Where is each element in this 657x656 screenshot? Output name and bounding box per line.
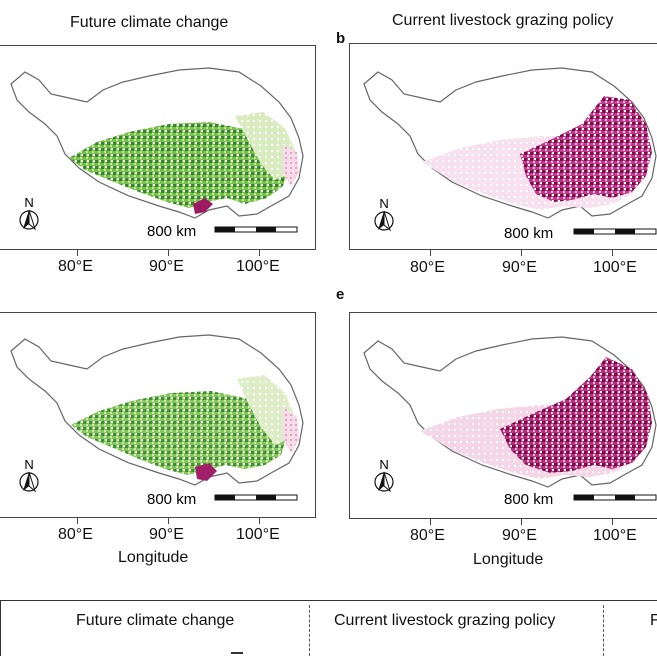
tick-top-left-100 [259, 250, 260, 256]
pink-region [283, 144, 299, 186]
north-arrow: N [19, 457, 39, 493]
tick-top-left-80 [77, 250, 78, 256]
green-light-region [235, 112, 295, 180]
lon-tick-100: 100°E [593, 259, 637, 276]
panel-b-letter: b [336, 30, 346, 47]
scale-bar [214, 494, 298, 501]
map-panel-top-right: N 800 km [349, 43, 657, 250]
scale-label: 800 km [147, 491, 196, 508]
north-label: N [24, 457, 33, 472]
tick-top-right-80 [430, 250, 431, 256]
lon-tick-100: 100°E [236, 258, 280, 275]
lon-tick-90: 90°E [502, 259, 537, 276]
legend-col1-title: Future climate change [76, 612, 235, 629]
tick-mid-right-100 [612, 519, 613, 525]
scale-label: 800 km [504, 225, 553, 242]
tick-mid-left-90 [168, 518, 169, 524]
north-arrow: N [374, 196, 394, 232]
north-arrow: N [19, 195, 39, 231]
map-panel-top-left: N 800 km [0, 45, 316, 250]
pink-region [283, 407, 299, 453]
north-arrow: N [374, 457, 394, 493]
map-panel-middle-left: N 800 km [0, 312, 316, 518]
legend-col3-title-partial: F [650, 612, 657, 629]
green-region [69, 122, 289, 208]
panel-a-title: Future climate change [70, 14, 229, 31]
tick-top-right-100 [612, 250, 613, 256]
legend-col2-title: Current livestock grazing policy [334, 612, 556, 629]
lon-tick-80: 80°E [58, 258, 93, 275]
scale-label: 800 km [504, 491, 553, 508]
north-label: N [24, 195, 33, 210]
scale-label: 800 km [147, 223, 196, 240]
lon-tick-100: 100°E [236, 526, 280, 543]
panel-b-title: Current livestock grazing policy [392, 12, 614, 29]
panel-e-letter: e [336, 286, 345, 303]
x-axis-title-left: Longitude [118, 549, 189, 566]
green-light-region [237, 375, 295, 445]
magenta-region [500, 357, 652, 473]
map-panel-middle-right: N 800 km [349, 312, 657, 519]
tick-mid-left-100 [259, 518, 260, 524]
tick-mid-right-80 [430, 519, 431, 525]
legend-divider-1 [309, 605, 310, 656]
magenta-region [520, 96, 652, 202]
legend-swatch-stub [231, 652, 243, 654]
lon-tick-80: 80°E [410, 527, 445, 544]
legend-box [0, 600, 657, 656]
map-middle-left: N 800 km [10, 334, 304, 508]
tick-mid-right-90 [521, 519, 522, 525]
x-axis-title-right: Longitude [473, 551, 544, 568]
magenta-patch [195, 463, 217, 481]
scale-bar [573, 228, 657, 235]
scale-bar [214, 226, 298, 233]
lon-tick-90: 90°E [149, 526, 184, 543]
lon-tick-80: 80°E [410, 259, 445, 276]
tick-top-left-90 [168, 250, 169, 256]
map-top-left: N 800 km [10, 67, 304, 240]
legend-divider-2 [603, 605, 604, 656]
green-region [71, 391, 287, 475]
scale-bar [573, 494, 657, 501]
tick-top-right-90 [521, 250, 522, 256]
lon-tick-90: 90°E [502, 527, 537, 544]
map-top-right: N 800 km [363, 67, 657, 242]
lon-tick-80: 80°E [58, 526, 93, 543]
map-middle-right: N 800 km [363, 336, 657, 508]
tick-mid-left-80 [77, 518, 78, 524]
lon-tick-100: 100°E [593, 527, 637, 544]
magenta-patch [193, 198, 213, 214]
north-label: N [379, 457, 388, 472]
north-label: N [379, 196, 388, 211]
lon-tick-90: 90°E [149, 258, 184, 275]
